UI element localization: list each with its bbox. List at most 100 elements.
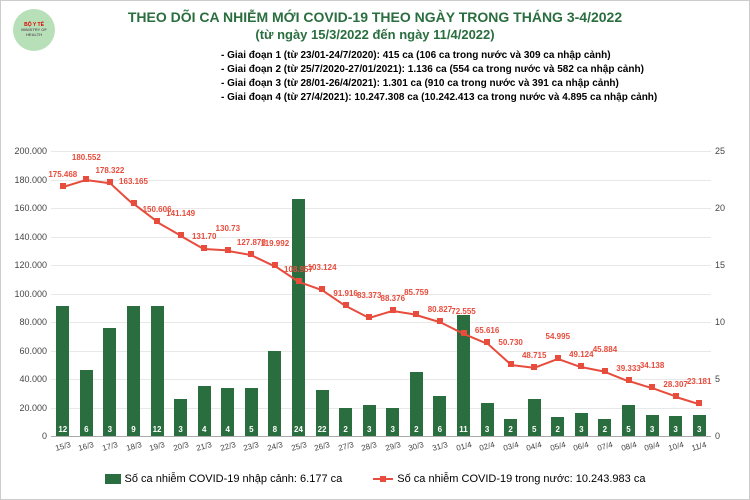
bar-value-label: 24 xyxy=(294,425,303,434)
x-tick-label: 25/3 xyxy=(290,440,307,453)
bar-value-label: 4 xyxy=(226,425,230,434)
y-left-tick: 200.000 xyxy=(14,146,47,156)
ministry-logo: BỘ Y TẾ MINISTRY OF HEALTH xyxy=(13,9,55,51)
bar: 2 xyxy=(410,372,423,436)
bar-value-label: 6 xyxy=(438,425,442,434)
x-tick-label: 06/4 xyxy=(573,440,590,453)
legend-bar-item: Số ca nhiễm COVID-19 nhập cảnh: 6.177 ca xyxy=(105,473,343,485)
bar-value-label: 12 xyxy=(58,425,67,434)
bar-value-label: 2 xyxy=(603,425,607,434)
y-left-tick: 180.000 xyxy=(14,175,47,185)
x-tick-label: 07/4 xyxy=(596,440,613,453)
y-left-tick: 0 xyxy=(42,431,47,441)
x-tick-label: 11/4 xyxy=(691,440,708,453)
bar-value-label: 3 xyxy=(697,425,701,434)
line-value-label: 131.70 xyxy=(192,232,216,241)
x-tick-label: 18/3 xyxy=(125,440,142,453)
bar: 8 xyxy=(268,351,281,437)
line-value-label: 80.827 xyxy=(428,305,452,314)
x-tick-label: 05/4 xyxy=(549,440,566,453)
bar: 3 xyxy=(103,328,116,436)
bar: 6 xyxy=(433,396,446,436)
line-value-label: 39.333 xyxy=(616,364,640,373)
legend-line-text: Số ca nhiễm COVID-19 trong nước: 10.243.… xyxy=(397,473,645,485)
line-value-label: 180.552 xyxy=(72,153,101,162)
bar: 24 xyxy=(292,199,305,436)
bar: 9 xyxy=(127,306,140,436)
x-tick-label: 20/3 xyxy=(172,440,189,453)
x-axis-labels: 15/316/317/318/319/320/321/322/323/324/3… xyxy=(51,438,711,458)
y-right-tick: 20 xyxy=(715,203,725,213)
period-note: - Giai đoạn 3 (từ 28/01-26/4/2021): 1.30… xyxy=(221,77,657,91)
x-tick-label: 28/3 xyxy=(361,440,378,453)
line-value-label: 54.995 xyxy=(546,332,570,341)
x-tick-label: 24/3 xyxy=(266,440,283,453)
bar-value-label: 3 xyxy=(178,425,182,434)
line-value-label: 45.884 xyxy=(593,345,617,354)
y-left-tick: 80.000 xyxy=(19,317,47,327)
bar: 3 xyxy=(669,416,682,436)
bar-value-label: 3 xyxy=(673,425,677,434)
line-value-label: 83.373 xyxy=(357,291,381,300)
y-right-tick: 25 xyxy=(715,146,725,156)
line-value-label: 119.992 xyxy=(261,239,289,248)
line-value-label: 88.376 xyxy=(381,294,405,303)
bar-value-label: 12 xyxy=(153,425,162,434)
x-tick-label: 09/4 xyxy=(643,440,660,453)
line-value-label: 48.715 xyxy=(522,351,546,360)
x-tick-label: 03/4 xyxy=(502,440,519,453)
bar: 6 xyxy=(80,370,93,436)
bar: 5 xyxy=(622,405,635,436)
bar-value-label: 3 xyxy=(579,425,583,434)
x-tick-label: 29/3 xyxy=(384,440,401,453)
chart-container: BỘ Y TẾ MINISTRY OF HEALTH THEO DÕI CA N… xyxy=(0,0,750,500)
y-left-tick: 140.000 xyxy=(14,232,47,242)
bar: 2 xyxy=(504,419,517,436)
x-tick-label: 19/3 xyxy=(148,440,165,453)
bar-value-label: 2 xyxy=(343,425,347,434)
x-tick-label: 15/3 xyxy=(54,440,71,453)
line-value-label: 23.181 xyxy=(687,377,711,386)
period-note: - Giai đoạn 4 (từ 27/4/2021): 10.247.308… xyxy=(221,91,657,105)
y-left-tick: 20.000 xyxy=(19,403,47,413)
bar: 2 xyxy=(339,408,352,437)
bar: 12 xyxy=(151,306,164,436)
line-value-label: 175.468 xyxy=(48,170,77,179)
bar-value-label: 2 xyxy=(556,425,560,434)
bar-value-label: 6 xyxy=(84,425,88,434)
x-tick-label: 10/4 xyxy=(667,440,684,453)
line-value-label: 141.149 xyxy=(166,209,195,218)
x-tick-label: 23/3 xyxy=(243,440,260,453)
x-tick-label: 31/3 xyxy=(431,440,448,453)
bar-value-label: 3 xyxy=(367,425,371,434)
y-left-tick: 160.000 xyxy=(14,203,47,213)
y-right-tick: 15 xyxy=(715,260,725,270)
line-value-label: 178.322 xyxy=(95,166,124,175)
period-note: - Giai đoạn 1 (từ 23/01-24/7/2020): 415 … xyxy=(221,49,657,63)
line-value-label: 65.616 xyxy=(475,326,499,335)
x-tick-label: 08/4 xyxy=(620,440,637,453)
y-left-tick: 100.000 xyxy=(14,289,47,299)
bar: 3 xyxy=(481,403,494,436)
grid-line xyxy=(51,180,711,181)
bar: 12 xyxy=(56,306,69,436)
x-tick-label: 01/4 xyxy=(455,440,472,453)
period-note: - Giai đoạn 2 (từ 25/7/2020-27/01/2021):… xyxy=(221,63,657,77)
bar-value-label: 9 xyxy=(131,425,135,434)
legend-bar-text: Số ca nhiễm COVID-19 nhập cảnh: 6.177 ca xyxy=(125,473,343,485)
y-left-tick: 40.000 xyxy=(19,374,47,384)
bar-value-label: 8 xyxy=(273,425,277,434)
title-block: THEO DÕI CA NHIỄM MỚI COVID-19 THEO NGÀY… xyxy=(1,1,749,42)
grid-line xyxy=(51,151,711,152)
y-right-tick: 10 xyxy=(715,317,725,327)
bar-value-label: 2 xyxy=(508,425,512,434)
grid-line xyxy=(51,237,711,238)
bar-value-label: 3 xyxy=(391,425,395,434)
x-tick-label: 02/4 xyxy=(478,440,495,453)
line-value-label: 91.916 xyxy=(333,289,357,298)
bar: 2 xyxy=(598,419,611,436)
bar-value-label: 4 xyxy=(202,425,206,434)
bar: 5 xyxy=(528,399,541,436)
legend-bar-swatch xyxy=(105,474,121,484)
logo-text-bottom: MINISTRY OF HEALTH xyxy=(13,28,55,37)
